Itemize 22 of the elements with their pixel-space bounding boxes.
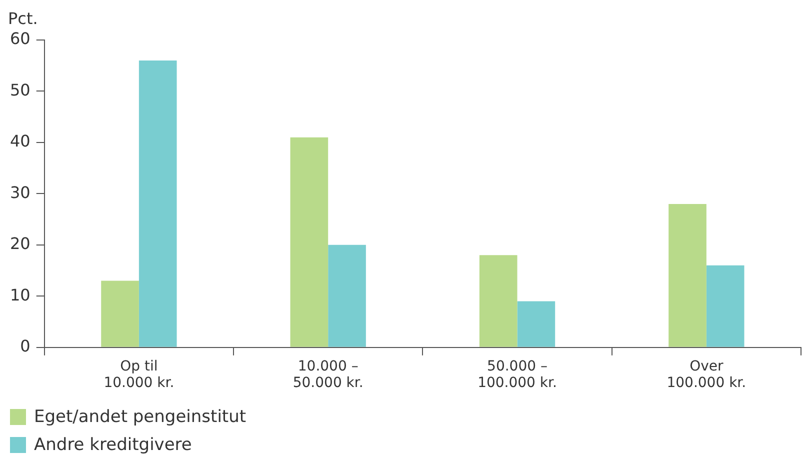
bar bbox=[706, 265, 744, 347]
y-tick-label: 0 bbox=[20, 336, 30, 356]
legend-label: Eget/andet pengeinstitut bbox=[34, 407, 246, 427]
y-tick-label: 20 bbox=[10, 234, 30, 254]
x-tick-label: Op til 10.000 kr. bbox=[104, 358, 174, 392]
legend-label: Andre kreditgivere bbox=[34, 435, 192, 455]
bar bbox=[138, 60, 177, 347]
x-tick-label: 10.000 – 50.000 kr. bbox=[292, 358, 364, 392]
y-axis-title: Pct. bbox=[8, 9, 38, 28]
y-tick-label: 30 bbox=[10, 182, 30, 202]
y-tick-label: 10 bbox=[10, 285, 30, 304]
y-tick-label: 40 bbox=[10, 132, 30, 151]
x-tick-label: Over 100.000 kr. bbox=[666, 358, 746, 392]
bar bbox=[328, 244, 366, 347]
bar bbox=[517, 301, 556, 347]
bar bbox=[668, 204, 706, 347]
bar bbox=[101, 280, 139, 347]
x-tick-label: 50.000 – 100.000 kr. bbox=[478, 358, 557, 392]
y-tick-label: 50 bbox=[10, 80, 30, 100]
bar bbox=[290, 137, 328, 347]
y-tick-label: 60 bbox=[10, 29, 30, 48]
bar bbox=[479, 255, 518, 347]
